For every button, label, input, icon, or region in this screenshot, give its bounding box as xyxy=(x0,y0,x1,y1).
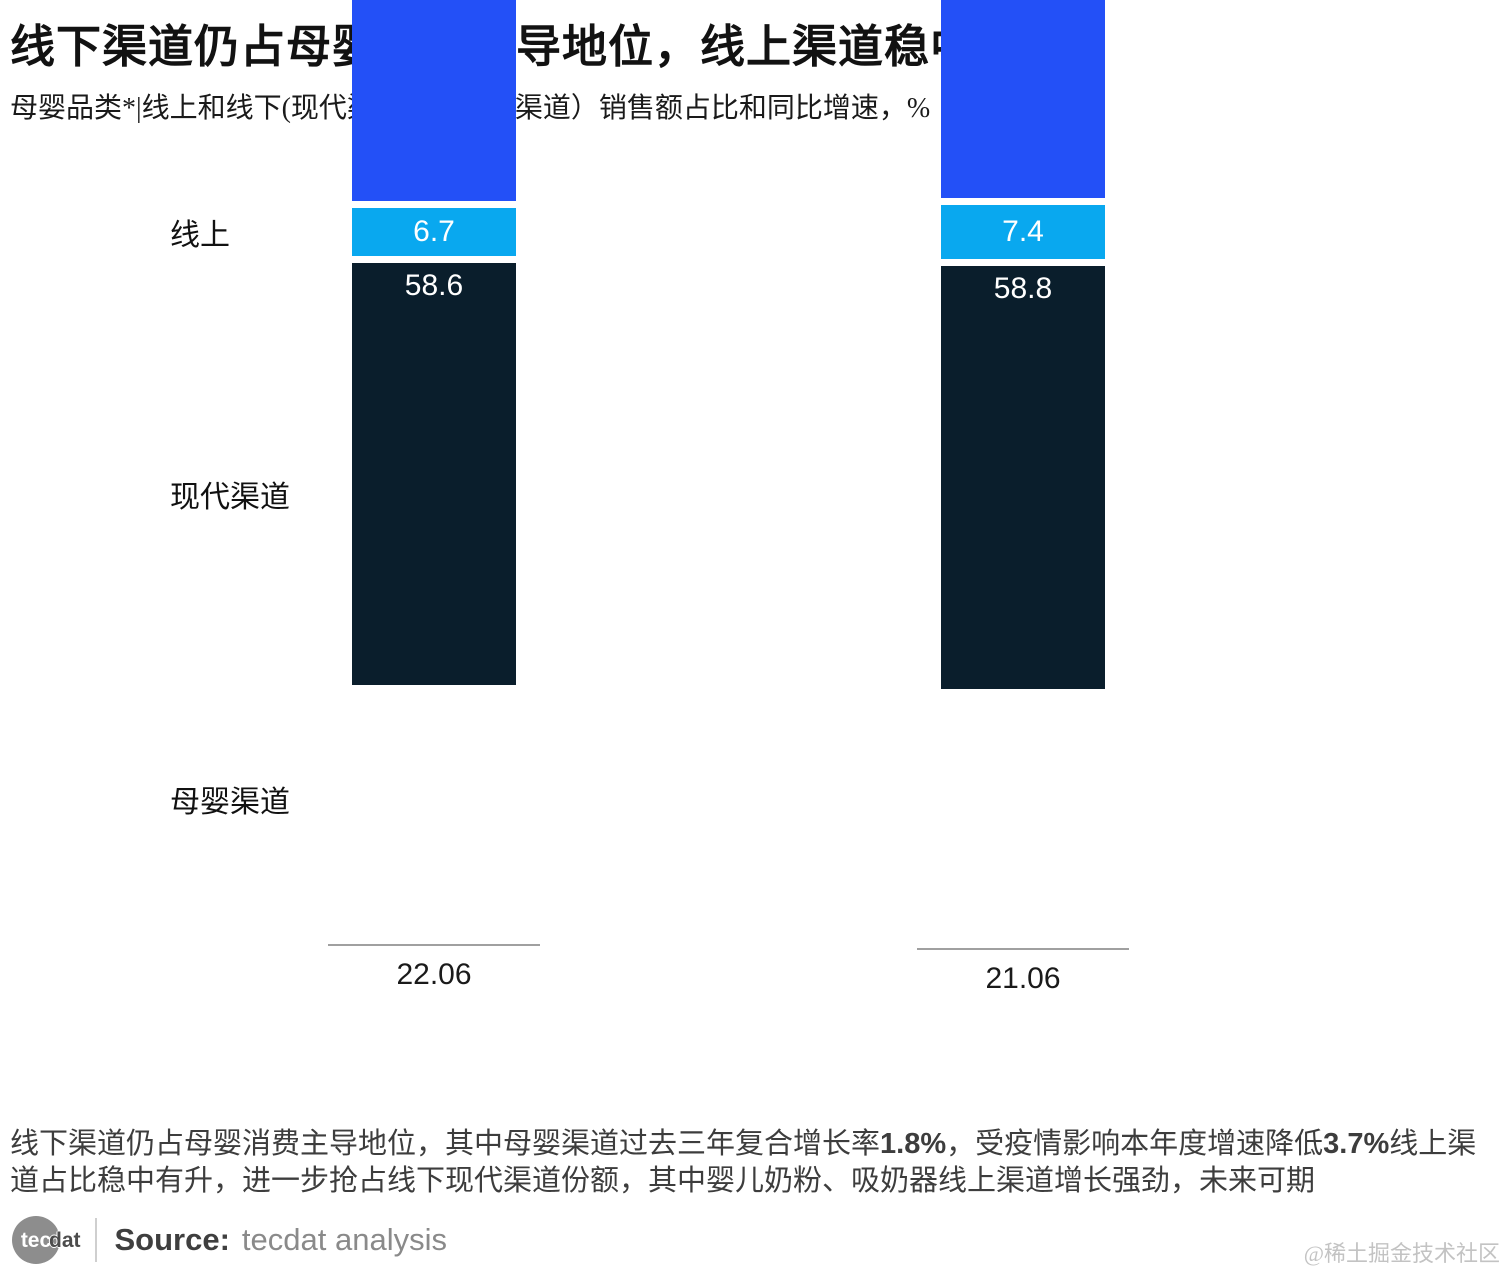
commentary-paragraph: 线下渠道仍占母婴消费主导地位，其中母婴渠道过去三年复合增长率1.8%，受疫情影响… xyxy=(10,1126,1502,1200)
watermark: @稀土掘金技术社区 xyxy=(1303,1241,1500,1266)
commentary-number: 3.7% xyxy=(1323,1128,1390,1160)
segment-value-label: 7.4 xyxy=(1002,215,1044,248)
commentary-text: 线上渠道占比稳中有升，进一步抢占线下现代渠道份额，其中婴儿奶粉、吸奶器线上渠道增… xyxy=(10,1128,1477,1197)
x-axis-label-2206: 22.06 xyxy=(396,958,472,991)
source-value: tecdat analysis xyxy=(241,1222,447,1257)
series-label-modern-channel: 现代渠道 xyxy=(170,481,290,514)
baseline-axis-right xyxy=(917,948,1129,950)
bar-segment-现代渠道-22.06: 6.7 xyxy=(352,207,516,257)
baseline-axis-left xyxy=(328,944,540,946)
commentary-text: ，受疫情影响本年度增速降低 xyxy=(946,1128,1324,1160)
bar-column-2206: 34.6 6.7 58.6 xyxy=(352,0,516,685)
bar-segment-线上-21.06: 33.6 xyxy=(941,0,1105,199)
tecdat-logo: tec dat xyxy=(12,1216,81,1264)
tecdat-logo-suffix: dat xyxy=(49,1228,81,1252)
segment-value-label: 58.6 xyxy=(404,269,464,303)
series-label-online: 线上 xyxy=(170,219,230,252)
bar-segment-母婴渠道-22.06: 58.6 xyxy=(352,263,516,685)
bar-segment-现代渠道-21.06: 7.4 xyxy=(941,205,1105,259)
bar-segment-母婴渠道-21.06: 58.8 xyxy=(941,265,1105,689)
stacked-bar-chart: 线上 现代渠道 母婴渠道 34.6 6.7 58.6 33.6 7.4 58.8 22.… xyxy=(170,0,1129,995)
segment-value-label: 58.8 xyxy=(993,271,1053,305)
bar-segment-线上-22.06: 34.6 xyxy=(352,0,516,201)
x-axis-label-2106: 21.06 xyxy=(985,962,1061,995)
bar-column-2106: 33.6 7.4 58.8 xyxy=(941,0,1105,689)
segment-value-label: 6.7 xyxy=(413,214,455,248)
series-label-mother-baby-channel: 母婴渠道 xyxy=(170,786,290,819)
page-title: 线下渠道仍占母婴消费主导地位，线上渠道稳中有升 xyxy=(10,22,1069,72)
source-label: Source: xyxy=(114,1222,230,1257)
source-footer: tec dat Source: tecdat analysis xyxy=(12,1214,447,1266)
footer-divider xyxy=(94,1218,97,1262)
tecdat-logo-circle: tec xyxy=(12,1216,60,1264)
commentary-text: 线下渠道仍占母婴消费主导地位，其中母婴渠道过去三年复合增长率 xyxy=(10,1128,881,1160)
commentary-number: 1.8% xyxy=(880,1128,947,1160)
